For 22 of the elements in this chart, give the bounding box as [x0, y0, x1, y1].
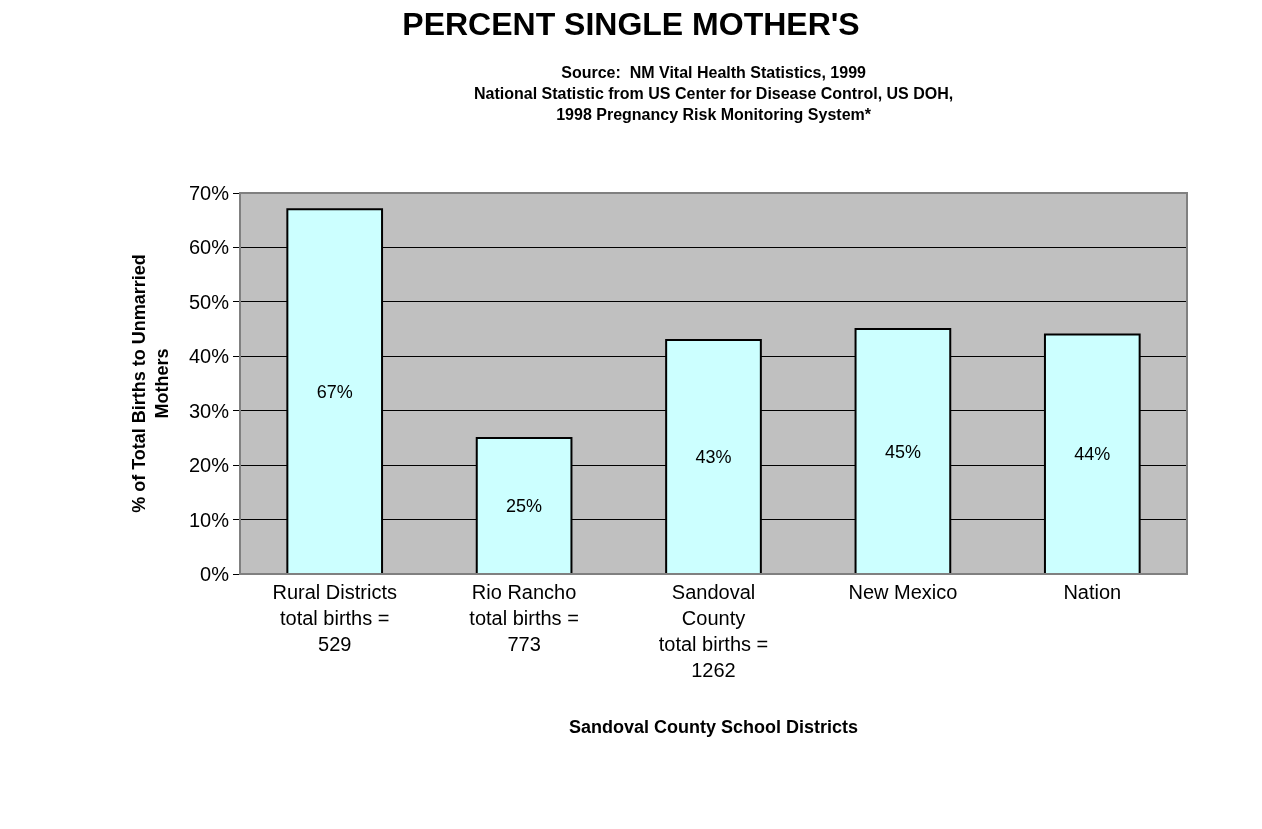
y-tick-label: 10%: [188, 508, 230, 531]
y-tick-label: 70%: [188, 182, 230, 204]
data-label: 43%: [695, 446, 732, 467]
x-tick-label: Rio Rancho total births = 773: [469, 581, 579, 655]
y-tick-label: 50%: [188, 290, 230, 313]
chart-subtitle: Source: NM Vital Health Statistics, 1999 National Statistic from US Center for Disease Control, US DOH, 1998 Pregnancy Risk Monitoring System*: [474, 64, 954, 123]
x-tick-label: Nation: [1063, 581, 1122, 603]
y-tick-label: 30%: [188, 399, 230, 422]
y-tick-label: 60%: [188, 236, 230, 259]
data-label: 45%: [884, 441, 921, 462]
y-tick-label: 20%: [188, 454, 230, 477]
y-tick-label: 40%: [188, 345, 230, 368]
data-label: 44%: [1074, 444, 1111, 465]
x-tick-label: Sandoval County total births = 1262: [658, 581, 769, 681]
chart-title: PERCENT SINGLE MOTHER'S: [402, 5, 860, 42]
x-tick-label: Rural Districts total births = 529: [272, 581, 397, 655]
data-label: 67%: [316, 381, 353, 402]
y-tick-label: 0%: [200, 563, 230, 585]
data-label: 25%: [506, 495, 543, 516]
x-tick-label: New Mexico: [848, 581, 958, 603]
x-axis-title: Sandoval County School Districts: [568, 717, 859, 738]
y-axis-title: % of Total Births to Unmarried Mothers: [128, 254, 173, 513]
